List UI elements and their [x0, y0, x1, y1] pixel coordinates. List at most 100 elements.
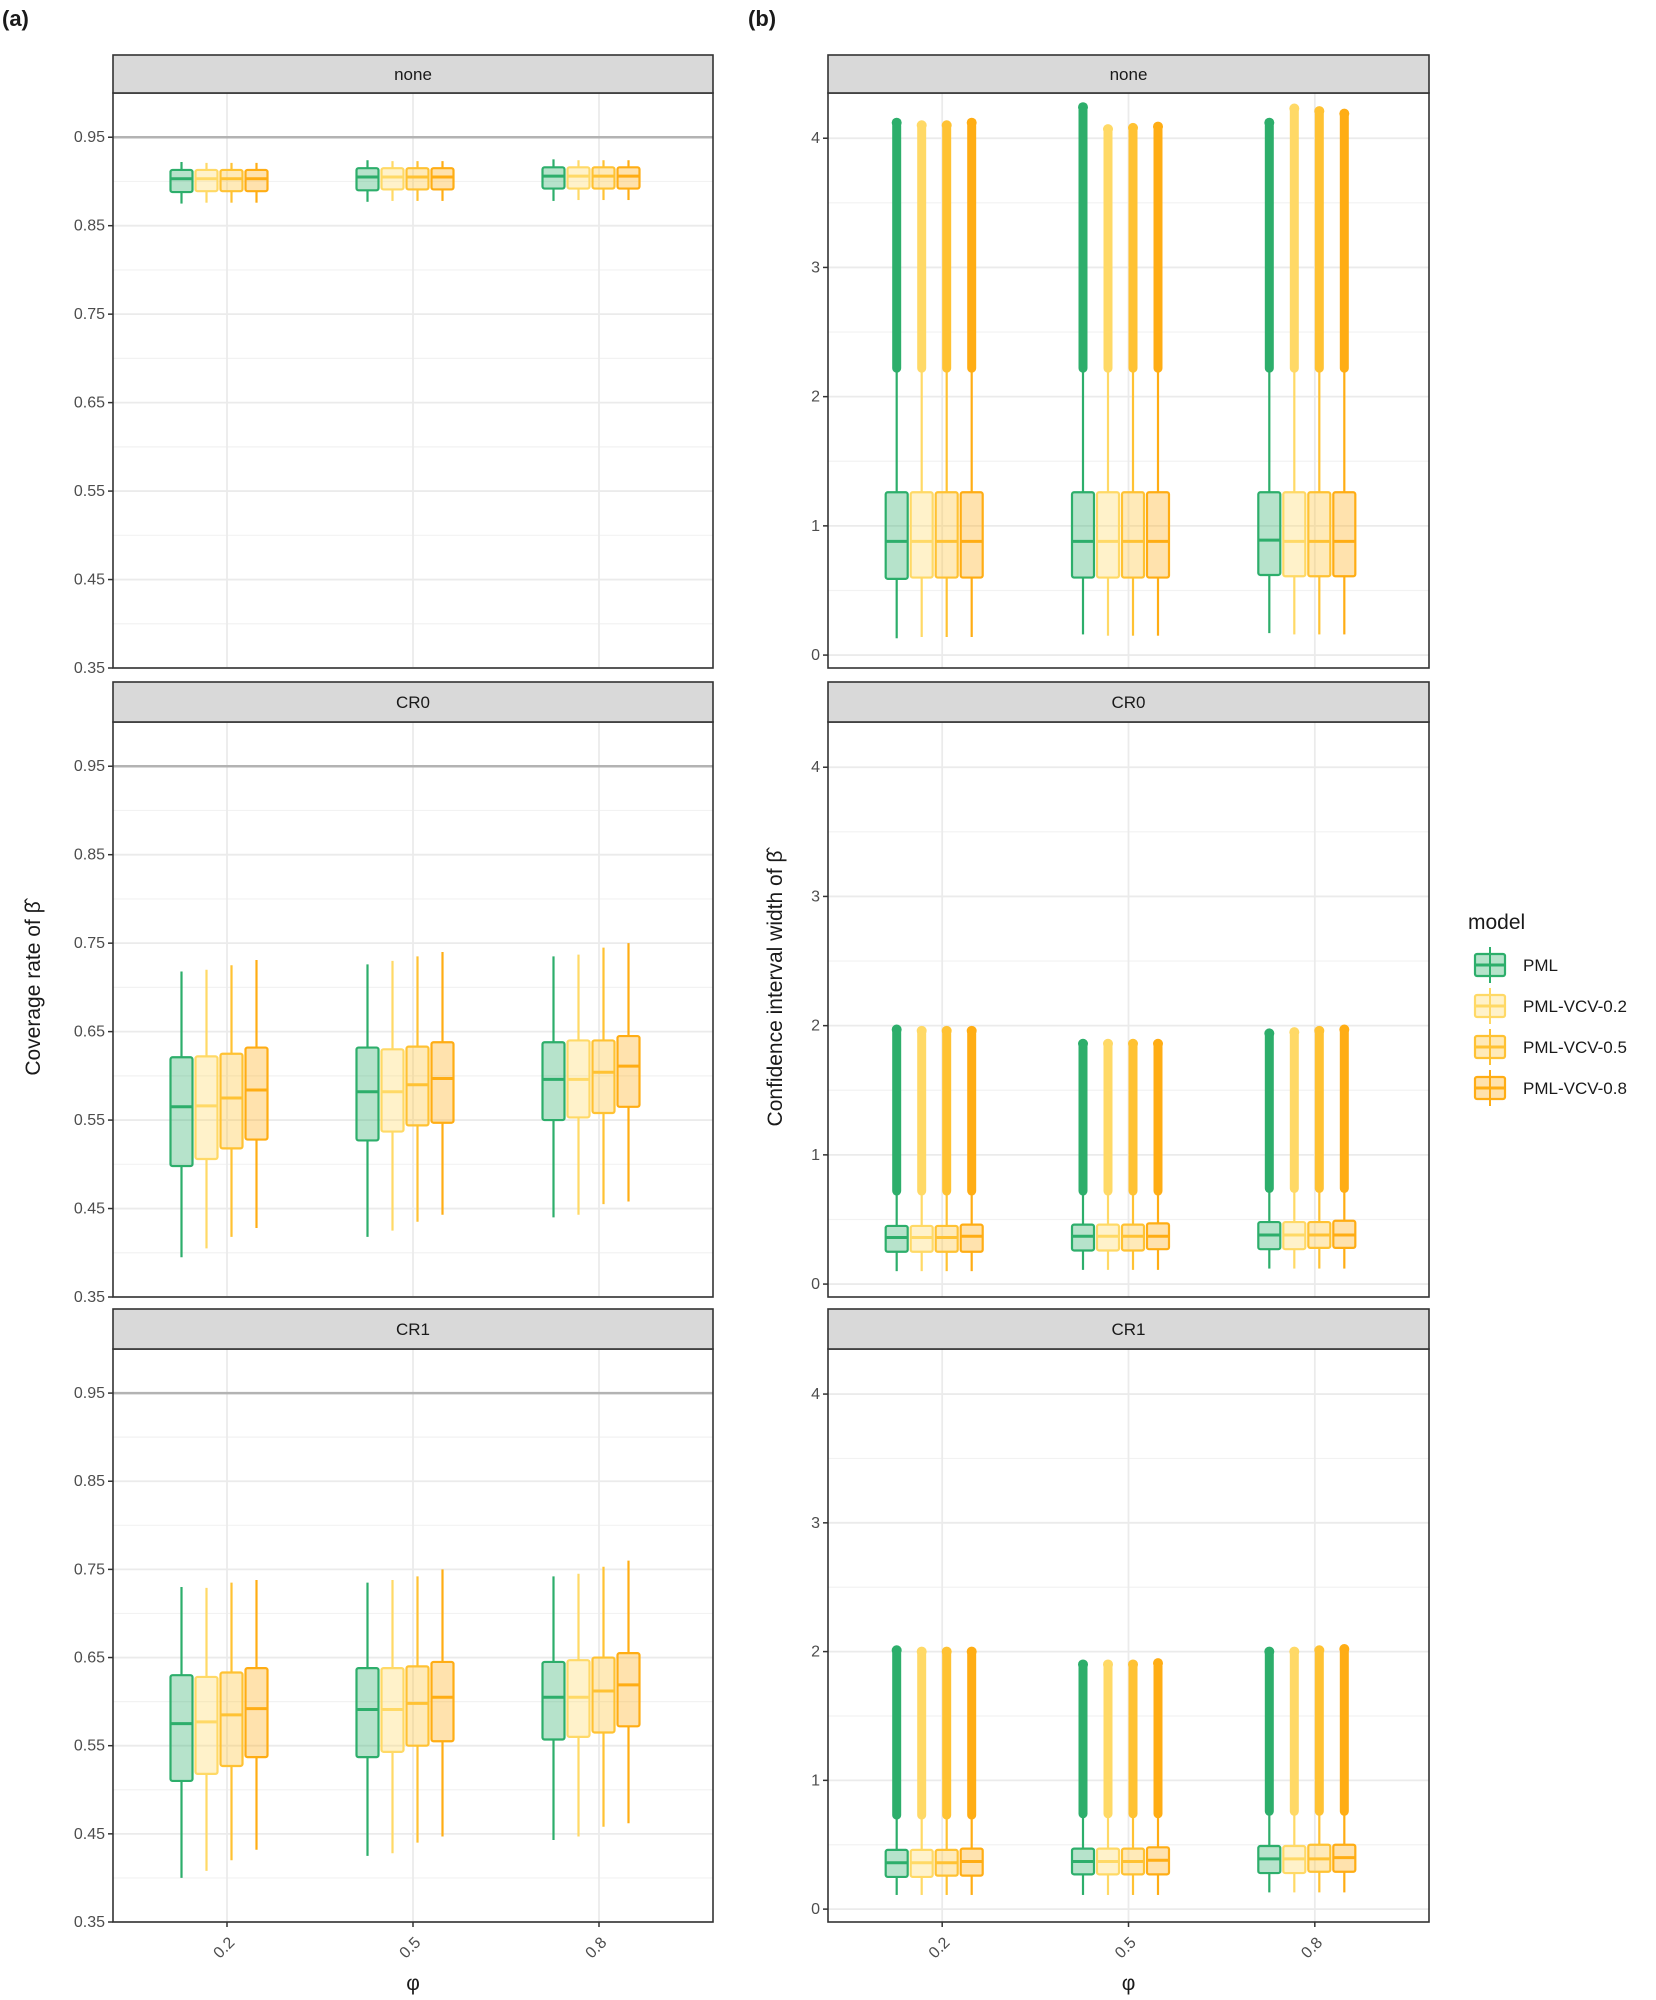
- outlier-point: [941, 120, 952, 131]
- boxplot-pml-vcv-0.8: [1332, 1644, 1357, 1893]
- boxplot-pml: [541, 1576, 566, 1841]
- y-tick-label: 0: [811, 1276, 820, 1293]
- y-tick-label: 0.95: [74, 758, 105, 775]
- boxplot-pml-vcv-0.8: [959, 117, 984, 637]
- boxplot-pml: [1257, 1646, 1282, 1893]
- boxplot-pml: [541, 159, 566, 201]
- outlier-point: [1314, 1645, 1325, 1656]
- boxplot-pml-vcv-0.5: [1307, 1025, 1332, 1269]
- boxplot-pml-vcv-0.5: [1120, 1038, 1146, 1270]
- boxplot-pml-vcv-0.5: [934, 1646, 959, 1895]
- outlier-point: [1128, 1038, 1138, 1049]
- legend-item: PML-VCV-0.5: [1473, 1029, 1627, 1065]
- outlier-point: [1339, 1024, 1350, 1035]
- boxplot-pml-vcv-0.2: [194, 162, 219, 203]
- boxplot-pml: [355, 160, 380, 202]
- outlier-point: [891, 1645, 902, 1656]
- y-tick-label: 1: [811, 1147, 820, 1164]
- y-tick-label: 0.45: [74, 1201, 105, 1218]
- legend-label: PML: [1523, 956, 1558, 975]
- box: [380, 167, 405, 191]
- facet-strip-label: CR1: [396, 1320, 430, 1339]
- box: [169, 168, 194, 194]
- box: [1070, 491, 1096, 579]
- boxplot-pml: [355, 1582, 380, 1856]
- box: [194, 168, 219, 193]
- panel-tag: (a): [2, 6, 29, 31]
- box: [219, 168, 244, 193]
- box: [616, 1652, 641, 1728]
- box: [884, 491, 909, 580]
- outlier-point: [1289, 103, 1300, 114]
- boxplot-pml-vcv-0.5: [1120, 1659, 1146, 1895]
- boxplot-pml-vcv-0.8: [430, 161, 455, 201]
- y-tick-label: 0.65: [74, 1024, 105, 1041]
- boxplot-pml: [884, 117, 909, 639]
- outlier-point: [916, 1025, 927, 1036]
- box: [219, 1052, 244, 1150]
- y-tick-label: 2: [811, 1018, 820, 1035]
- boxplot-pml: [541, 956, 566, 1218]
- box: [1120, 491, 1146, 579]
- boxplot-pml-vcv-0.5: [591, 1566, 616, 1827]
- outlier-point: [1103, 124, 1113, 135]
- y-tick-label: 0.85: [74, 218, 105, 235]
- box: [244, 168, 269, 193]
- outlier-point: [1289, 1027, 1300, 1038]
- outlier-point: [966, 1025, 977, 1036]
- outlier-point: [916, 120, 927, 131]
- outlier-point: [891, 1024, 902, 1035]
- box: [430, 1041, 455, 1124]
- outlier-point: [1264, 117, 1275, 128]
- boxplot-pml-vcv-0.5: [219, 1582, 244, 1861]
- boxplot-pml-vcv-0.5: [405, 161, 430, 201]
- y-tick-label: 4: [811, 759, 820, 776]
- box: [1307, 491, 1332, 578]
- facet-strip-label: none: [1110, 65, 1148, 84]
- y-tick-label: 3: [811, 259, 820, 276]
- boxplot-pml-vcv-0.8: [1145, 1658, 1171, 1895]
- outlier-point: [1264, 1646, 1275, 1657]
- x-tick-label: 0.2: [926, 1934, 954, 1962]
- boxplot-pml-vcv-0.2: [909, 120, 934, 637]
- boxplot-pml-vcv-0.5: [934, 120, 959, 637]
- outlier-point: [891, 117, 902, 128]
- boxplot-pml-vcv-0.5: [405, 1576, 430, 1843]
- facet-strip: [827, 54, 1430, 94]
- legend-label: PML-VCV-0.2: [1523, 997, 1627, 1016]
- y-tick-label: 3: [811, 888, 820, 905]
- box: [616, 1034, 641, 1108]
- outlier-point: [1128, 122, 1138, 133]
- panels-layer: (a)Coverage rate of β̂φ0.350.450.550.650…: [2, 6, 1430, 1995]
- outlier-point: [1264, 1028, 1275, 1039]
- y-tick-label: 0.45: [74, 1826, 105, 1843]
- boxplot-pml-vcv-0.8: [1145, 1038, 1171, 1270]
- boxplot-pml-vcv-0.2: [1095, 1659, 1121, 1895]
- boxplot-pml-vcv-0.2: [566, 954, 591, 1215]
- box: [591, 1039, 616, 1115]
- facet-CR1: 0 1 2 3 4 CR1 0.2 0.5 0.8: [811, 1308, 1430, 1962]
- box: [355, 167, 380, 192]
- y-tick-label: 0.95: [74, 1385, 105, 1402]
- boxplot-pml-vcv-0.5: [591, 160, 616, 201]
- y-tick-label: 0.85: [74, 847, 105, 864]
- boxplot-pml-vcv-0.2: [380, 1579, 405, 1854]
- box: [194, 1675, 219, 1776]
- boxplot-pml-vcv-0.2: [194, 1587, 219, 1871]
- box: [616, 166, 641, 190]
- outlier-point: [941, 1646, 952, 1657]
- facet-strip: [112, 681, 714, 723]
- facet-strip-label: CR1: [1111, 1320, 1145, 1339]
- boxplot-pml: [355, 964, 380, 1237]
- box: [591, 1656, 616, 1734]
- y-tick-label: 0.35: [74, 1289, 105, 1306]
- outlier-point: [966, 1646, 977, 1657]
- panel-tag: (b): [748, 6, 776, 31]
- outlier-point: [1153, 1038, 1163, 1049]
- facet-strip-label: CR0: [1111, 693, 1145, 712]
- box: [430, 167, 455, 191]
- box: [169, 1674, 194, 1783]
- legend: model PML PML-VCV-0.2 PML-VCV-0.5 PML-VCV-0…: [1468, 911, 1627, 1106]
- boxplot-pml-vcv-0.5: [591, 947, 616, 1205]
